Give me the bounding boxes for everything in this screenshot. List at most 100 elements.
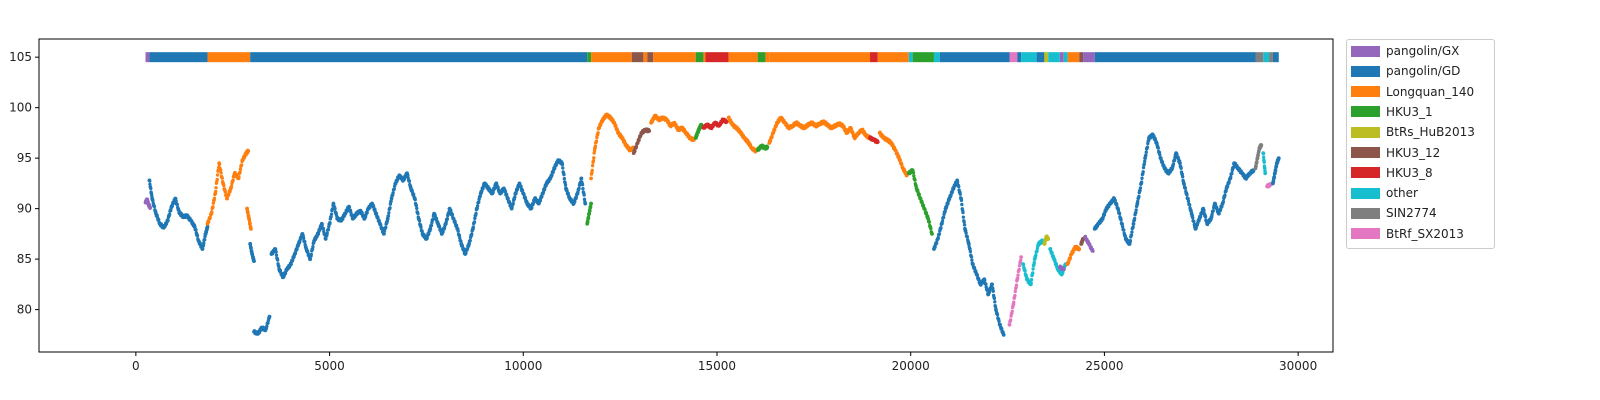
data-point (389, 199, 393, 203)
data-point (993, 300, 997, 304)
data-point (380, 227, 384, 231)
data-point (1259, 143, 1264, 147)
data-point (1160, 160, 1165, 164)
data-point (1272, 175, 1277, 179)
data-point (1262, 160, 1266, 164)
data-point (633, 149, 637, 153)
data-point (1032, 260, 1037, 265)
data-point (1000, 327, 1004, 331)
data-point (637, 138, 641, 142)
data-point (320, 223, 324, 227)
data-point (977, 277, 981, 282)
top-bar-segment (1269, 52, 1273, 63)
data-point (267, 314, 272, 319)
top-bar-segment (757, 52, 766, 63)
data-point (1113, 198, 1117, 203)
data-point (634, 145, 639, 149)
data-point (1186, 199, 1191, 204)
data-point (964, 231, 968, 235)
data-point (309, 252, 314, 257)
data-point (562, 172, 566, 177)
x-axis: 0 5000 10000 15000 20000 25000 30000 (132, 352, 1317, 373)
data-point (492, 186, 497, 191)
legend-label: HKU3_1 (1386, 104, 1433, 119)
data-point (1261, 152, 1266, 156)
data-point (582, 193, 586, 197)
data-point (1144, 153, 1148, 157)
legend-label: Longquan_140 (1386, 84, 1475, 99)
legend-item-pangolin-gx: pangolin/GX (1351, 42, 1459, 60)
data-point (508, 201, 512, 205)
series-longquan-140-points (877, 130, 909, 178)
top-bar-segment (703, 52, 706, 63)
series-pangolin-gd-points (147, 178, 210, 251)
top-bar-segment (1048, 52, 1060, 63)
data-point (1139, 180, 1144, 184)
data-point (449, 208, 453, 213)
data-point (1159, 156, 1163, 160)
data-point (573, 199, 577, 204)
data-point (581, 186, 585, 191)
data-point (917, 192, 921, 197)
series-pangolin-gx-points (143, 197, 153, 211)
data-point (1230, 171, 1234, 176)
data-point (1202, 208, 1206, 213)
data-point (152, 204, 157, 209)
data-point (475, 204, 480, 208)
y-tick-label: 80 (17, 303, 32, 317)
data-point (1046, 237, 1051, 241)
data-point (428, 226, 433, 231)
y-tick-label: 100 (9, 101, 32, 115)
y-tick-label: 90 (17, 202, 32, 216)
data-point (1271, 179, 1276, 184)
data-point (939, 225, 943, 230)
legend-swatch (1351, 147, 1380, 158)
top-bar-segment (769, 52, 871, 63)
data-point (388, 206, 392, 210)
data-point (192, 224, 197, 229)
data-point (1141, 165, 1146, 170)
data-point (1128, 238, 1133, 243)
data-point (1131, 221, 1136, 226)
data-point (936, 235, 940, 240)
data-point (223, 190, 228, 194)
data-point (388, 202, 393, 206)
data-point (470, 232, 474, 236)
data-point (210, 210, 214, 214)
data-point (1210, 215, 1214, 219)
series-pangolin-gd-points (1271, 156, 1281, 186)
series-pangolin-gd-points (252, 314, 272, 336)
data-point (1132, 216, 1137, 221)
data-point (457, 233, 462, 237)
data-point (593, 144, 598, 148)
top-bar-segment (643, 52, 648, 63)
top-bar-segment (1059, 52, 1064, 63)
data-point (579, 176, 584, 181)
x-tick-label: 25000 (1085, 359, 1123, 373)
data-point (1141, 170, 1145, 174)
top-bar-segment (145, 52, 150, 63)
data-point (586, 215, 591, 220)
data-point (930, 231, 934, 236)
legend-item-hku3-12: HKU3_12 (1351, 144, 1440, 162)
data-point (1179, 166, 1183, 170)
series-hku3-8-points (701, 117, 729, 131)
data-point (849, 127, 854, 131)
data-point (166, 218, 170, 223)
data-point (376, 216, 380, 220)
legend-swatch (1351, 207, 1380, 219)
data-point (975, 273, 980, 277)
data-point (997, 319, 1001, 324)
data-point (215, 173, 220, 177)
data-point (311, 245, 315, 249)
top-bar-segment (1079, 52, 1084, 63)
data-point (450, 213, 455, 217)
data-point (1067, 260, 1071, 264)
data-point (471, 225, 475, 229)
data-point (1146, 141, 1150, 146)
series-btrf-sx2013-points (1265, 182, 1273, 189)
data-point (937, 232, 942, 236)
data-point (419, 225, 423, 230)
data-point (1172, 158, 1177, 163)
data-point (596, 131, 600, 135)
